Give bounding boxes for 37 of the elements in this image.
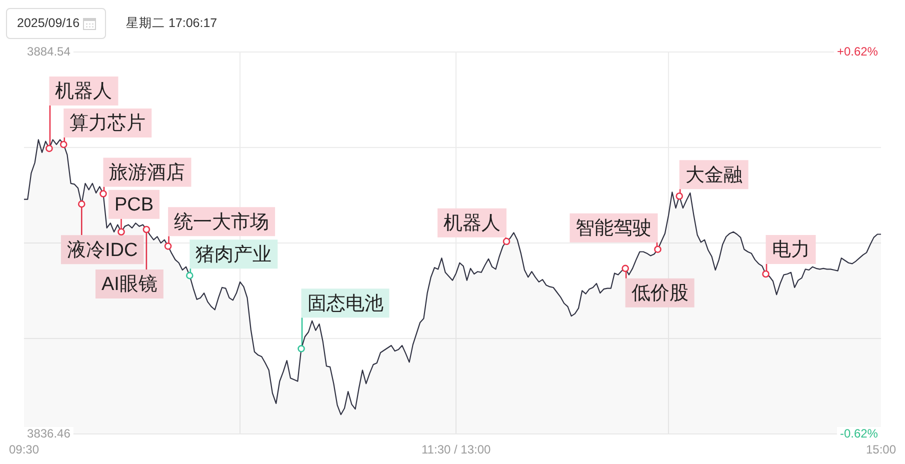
point bbox=[622, 264, 629, 272]
data-label: 统一大市场 bbox=[174, 210, 270, 233]
point bbox=[46, 144, 53, 152]
data-label: 猪肉产业 bbox=[196, 244, 272, 266]
point bbox=[142, 226, 150, 234]
point bbox=[762, 270, 770, 278]
data-label: 低价股 bbox=[631, 283, 688, 304]
data-label: 智能驾驶 bbox=[576, 218, 652, 240]
y2-tick-label: -0.62% bbox=[840, 426, 878, 440]
point bbox=[100, 190, 107, 198]
data-label: 大金融 bbox=[685, 164, 742, 186]
point bbox=[654, 246, 662, 254]
text: 星期二 17:06:17 bbox=[126, 16, 218, 31]
data-label: 固态电池 bbox=[307, 293, 384, 314]
point bbox=[164, 242, 172, 250]
x-tick-label: 09:30 bbox=[9, 442, 40, 457]
data-label: 机器人 bbox=[444, 213, 501, 234]
data-label: AI眼镜 bbox=[101, 274, 158, 296]
data-label: 电力 bbox=[772, 240, 810, 261]
point bbox=[298, 345, 305, 352]
x-tick-label: 11:30 / 13:00 bbox=[422, 442, 492, 457]
point bbox=[78, 200, 86, 208]
y-tick-label: 3836.46 bbox=[27, 426, 71, 440]
point bbox=[186, 272, 194, 280]
data-label: 旅游酒店 bbox=[109, 161, 186, 184]
data-label: PCB bbox=[114, 194, 154, 216]
point bbox=[60, 140, 68, 148]
date-field: 2025/09/16 bbox=[6, 8, 106, 39]
data-label: 算力芯片 bbox=[70, 113, 146, 134]
data-label: 液冷IDC bbox=[66, 238, 138, 261]
point bbox=[118, 228, 125, 236]
x-tick-label: 15:00 bbox=[866, 442, 896, 457]
point bbox=[676, 192, 683, 200]
data-label: 机器人 bbox=[55, 81, 112, 102]
point bbox=[502, 238, 510, 246]
y-tick-label: 3884.54 bbox=[27, 44, 71, 58]
y2-tick-label: +0.62% bbox=[836, 44, 878, 58]
